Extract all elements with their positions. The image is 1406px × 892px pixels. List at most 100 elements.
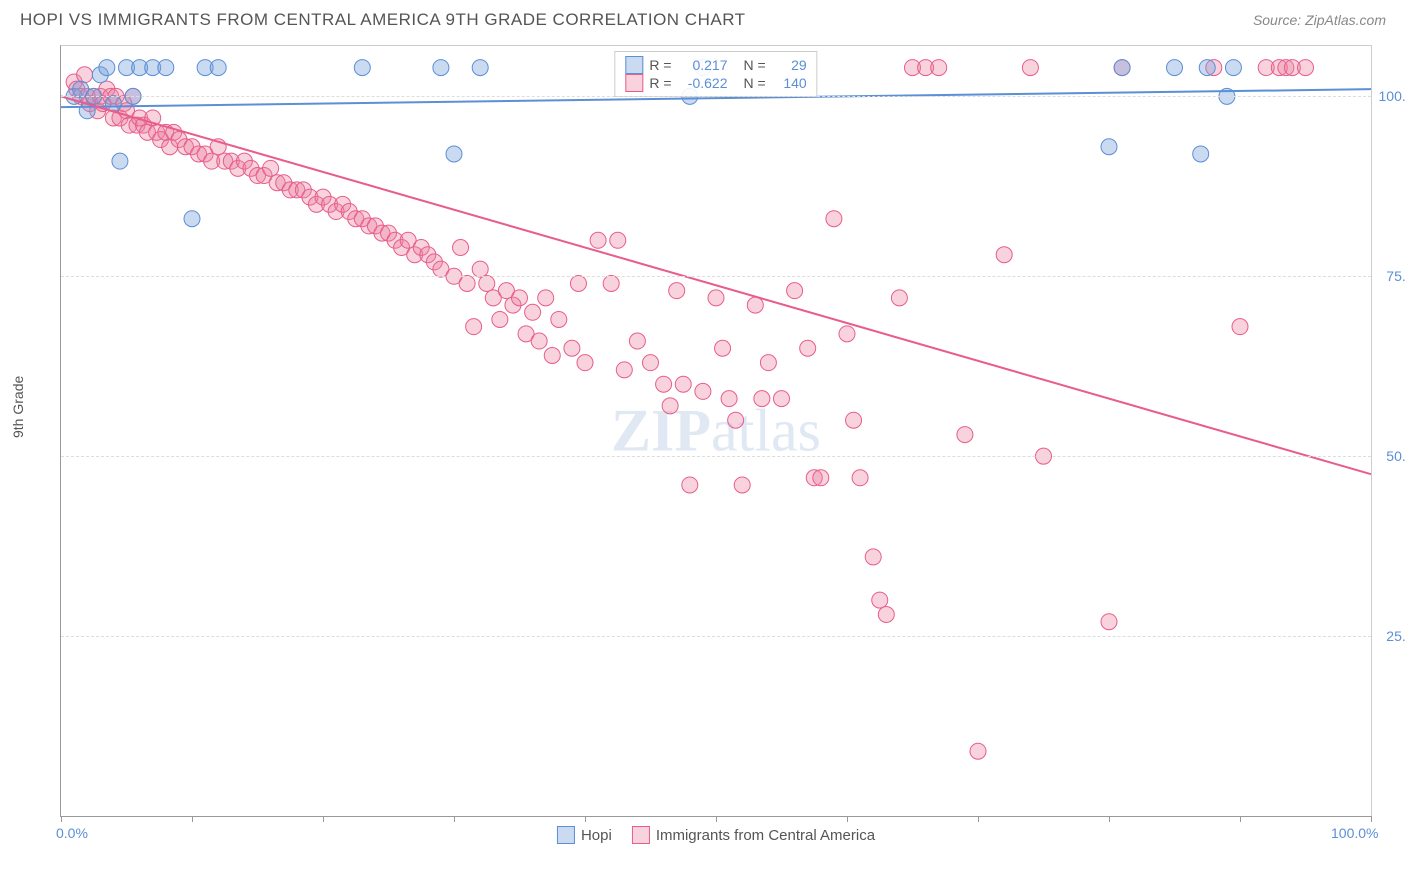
y-tick-label: 50.0%: [1386, 448, 1406, 464]
data-point: [354, 60, 370, 76]
data-point: [446, 146, 462, 162]
data-point: [1199, 60, 1215, 76]
data-point: [865, 549, 881, 565]
data-point: [800, 340, 816, 356]
data-point: [472, 261, 488, 277]
legend-series-label: Immigrants from Central America: [656, 827, 875, 844]
data-point: [99, 60, 115, 76]
data-point: [728, 412, 744, 428]
x-tick: [454, 816, 455, 822]
x-tick-label: 0.0%: [56, 825, 88, 841]
data-point: [708, 290, 724, 306]
data-point: [1101, 139, 1117, 155]
data-point: [721, 391, 737, 407]
data-point: [210, 60, 226, 76]
data-point: [512, 290, 528, 306]
data-point: [774, 391, 790, 407]
gridline: [61, 456, 1371, 457]
legend-n-label: N =: [744, 75, 766, 91]
x-tick: [61, 816, 62, 822]
legend-n-label: N =: [744, 57, 766, 73]
data-point: [715, 340, 731, 356]
data-point: [643, 355, 659, 371]
legend-swatch-icon: [625, 74, 643, 92]
data-point: [754, 391, 770, 407]
data-point: [957, 427, 973, 443]
data-point: [590, 232, 606, 248]
data-point: [1114, 60, 1130, 76]
data-point: [1193, 146, 1209, 162]
data-point: [787, 283, 803, 299]
x-tick: [585, 816, 586, 822]
data-point: [158, 60, 174, 76]
x-tick: [323, 816, 324, 822]
x-tick: [1109, 816, 1110, 822]
data-point: [1225, 60, 1241, 76]
data-point: [846, 412, 862, 428]
data-point: [577, 355, 593, 371]
gridline: [61, 96, 1371, 97]
data-point: [492, 311, 508, 327]
data-point: [675, 376, 691, 392]
data-point: [747, 297, 763, 313]
data-point: [669, 283, 685, 299]
legend-r-value: 0.217: [678, 57, 728, 73]
data-point: [538, 290, 554, 306]
data-point: [996, 247, 1012, 263]
data-point: [813, 470, 829, 486]
data-point: [112, 153, 128, 169]
data-point: [263, 160, 279, 176]
y-tick-label: 75.0%: [1386, 268, 1406, 284]
series-legend: Hopi Immigrants from Central America: [557, 826, 875, 844]
legend-n-value: 29: [772, 57, 807, 73]
data-point: [695, 383, 711, 399]
y-tick-label: 25.0%: [1386, 628, 1406, 644]
x-tick: [847, 816, 848, 822]
legend-series-label: Hopi: [581, 827, 612, 844]
data-point: [472, 60, 488, 76]
data-point: [479, 275, 495, 291]
data-point: [682, 477, 698, 493]
legend-stat-row: R = 0.217 N = 29: [625, 56, 806, 74]
data-point: [453, 239, 469, 255]
y-tick-label: 100.0%: [1379, 88, 1406, 104]
y-axis-label: 9th Grade: [10, 376, 26, 438]
legend-r-value: -0.622: [678, 75, 728, 91]
data-point: [1022, 60, 1038, 76]
legend-r-label: R =: [649, 75, 671, 91]
data-point: [629, 333, 645, 349]
legend-swatch-icon: [632, 826, 650, 844]
data-point: [970, 743, 986, 759]
data-point: [466, 319, 482, 335]
x-tick: [192, 816, 193, 822]
chart-title: HOPI VS IMMIGRANTS FROM CENTRAL AMERICA …: [20, 10, 746, 30]
data-point: [878, 607, 894, 623]
data-point: [760, 355, 776, 371]
x-tick: [716, 816, 717, 822]
data-point: [931, 60, 947, 76]
data-point: [1167, 60, 1183, 76]
legend-swatch-icon: [557, 826, 575, 844]
data-point: [459, 275, 475, 291]
legend-series-item: Immigrants from Central America: [632, 826, 875, 844]
legend-series-item: Hopi: [557, 826, 612, 844]
data-point: [610, 232, 626, 248]
trend-line: [61, 96, 1371, 474]
data-point: [525, 304, 541, 320]
data-point: [544, 347, 560, 363]
x-tick-label: 100.0%: [1331, 825, 1378, 841]
legend-swatch-icon: [625, 56, 643, 74]
data-point: [734, 477, 750, 493]
chart-area: ZIPatlas R =0.217N =29R =-0.622N =140 Ho…: [60, 45, 1372, 817]
data-point: [184, 211, 200, 227]
data-point: [891, 290, 907, 306]
data-point: [564, 340, 580, 356]
data-point: [570, 275, 586, 291]
x-tick: [978, 816, 979, 822]
data-point: [1298, 60, 1314, 76]
data-point: [872, 592, 888, 608]
data-point: [656, 376, 672, 392]
legend-stat-row: R =-0.622N =140: [625, 74, 806, 92]
legend-r-label: R =: [649, 57, 671, 73]
data-point: [551, 311, 567, 327]
